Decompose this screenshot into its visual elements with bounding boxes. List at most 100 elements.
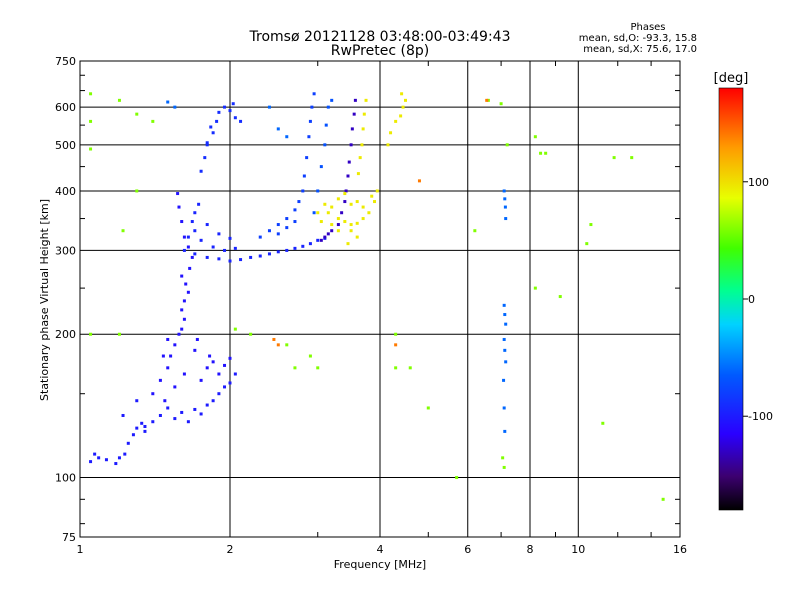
data-point	[89, 332, 93, 336]
data-point	[211, 245, 215, 249]
data-point	[161, 354, 165, 358]
data-point	[166, 406, 170, 410]
data-point	[486, 98, 490, 102]
data-point	[612, 156, 616, 160]
colorbar-tick-label: 0	[748, 293, 755, 306]
data-point	[205, 141, 209, 145]
y-tick-label: 400	[55, 185, 76, 198]
data-point	[135, 426, 139, 430]
data-point	[661, 497, 665, 501]
data-point	[455, 476, 459, 480]
data-point	[186, 290, 190, 294]
data-point	[272, 337, 276, 341]
data-point	[276, 343, 280, 347]
data-point	[343, 220, 347, 224]
data-point	[502, 189, 506, 193]
data-point	[355, 200, 359, 204]
data-point	[394, 119, 398, 123]
data-point	[276, 127, 280, 131]
x-tick-label: 4	[377, 543, 384, 556]
data-point	[349, 143, 353, 147]
data-point	[267, 105, 271, 109]
data-point	[151, 119, 155, 123]
data-point	[400, 92, 404, 96]
data-point	[312, 211, 316, 215]
data-point	[193, 407, 197, 411]
x-tick-label: 2	[227, 543, 234, 556]
data-point	[503, 348, 507, 352]
data-point	[503, 205, 507, 209]
data-point	[356, 172, 360, 176]
data-point	[205, 223, 209, 227]
chart-subtitle: RwPretec (8p)	[331, 43, 429, 59]
data-point	[630, 156, 634, 160]
data-point	[330, 223, 334, 227]
data-point	[151, 392, 155, 396]
data-point	[323, 235, 327, 239]
colorbar-tick-label: -100	[748, 410, 773, 423]
data-point	[310, 105, 314, 109]
x-tick-label: 6	[464, 543, 471, 556]
data-point	[117, 456, 121, 460]
data-point	[184, 282, 188, 286]
data-point	[267, 229, 271, 233]
data-point	[319, 238, 323, 242]
data-point	[233, 246, 237, 250]
data-point	[126, 441, 130, 445]
data-point	[193, 229, 197, 233]
data-point	[370, 194, 374, 198]
data-point	[350, 127, 354, 131]
data-point	[544, 151, 548, 155]
data-point	[316, 238, 320, 242]
data-point	[361, 205, 365, 209]
data-point	[343, 200, 347, 204]
data-point	[180, 308, 184, 312]
data-point	[417, 179, 421, 183]
data-point	[502, 303, 506, 307]
data-point	[316, 189, 320, 193]
data-point	[186, 235, 190, 239]
data-point	[504, 360, 508, 364]
data-point	[503, 429, 507, 433]
data-point	[499, 102, 503, 106]
minor-ticks	[80, 61, 680, 537]
data-point	[502, 337, 506, 341]
data-point	[121, 413, 125, 417]
data-point	[336, 217, 340, 221]
data-point	[293, 246, 297, 250]
data-point	[217, 372, 221, 376]
data-point	[403, 98, 407, 102]
data-point	[319, 220, 323, 224]
data-point	[349, 229, 353, 233]
data-point	[182, 299, 186, 303]
y-tick-labels: 75 100 200 300 400 500 600 750	[55, 55, 76, 544]
data-point	[473, 229, 477, 233]
data-point	[316, 211, 320, 215]
data-point	[355, 221, 359, 225]
data-point	[367, 211, 371, 215]
data-point	[485, 98, 489, 102]
data-point	[361, 217, 365, 221]
x-tick-label: 1	[77, 543, 84, 556]
colorbar-tick-label: 100	[748, 176, 769, 189]
data-point	[352, 112, 356, 116]
data-point	[205, 403, 209, 407]
data-point	[135, 112, 139, 116]
phases-heading: Phases	[630, 22, 665, 33]
x-tick-labels: 1 2 4 6 8 10 16	[77, 543, 688, 556]
data-point	[239, 258, 243, 262]
data-point	[114, 462, 118, 466]
data-point	[163, 399, 167, 403]
data-point	[312, 92, 316, 96]
data-point	[233, 327, 237, 331]
data-point	[223, 105, 227, 109]
data-point	[301, 244, 305, 248]
data-point	[143, 429, 147, 433]
data-point	[326, 232, 330, 236]
data-point	[340, 211, 344, 215]
data-point	[297, 200, 301, 204]
data-point	[89, 92, 93, 96]
phase-stats-o: mean, sd,O: -93.3, 15.8	[579, 33, 697, 44]
data-point	[394, 332, 398, 336]
data-point	[180, 410, 184, 414]
